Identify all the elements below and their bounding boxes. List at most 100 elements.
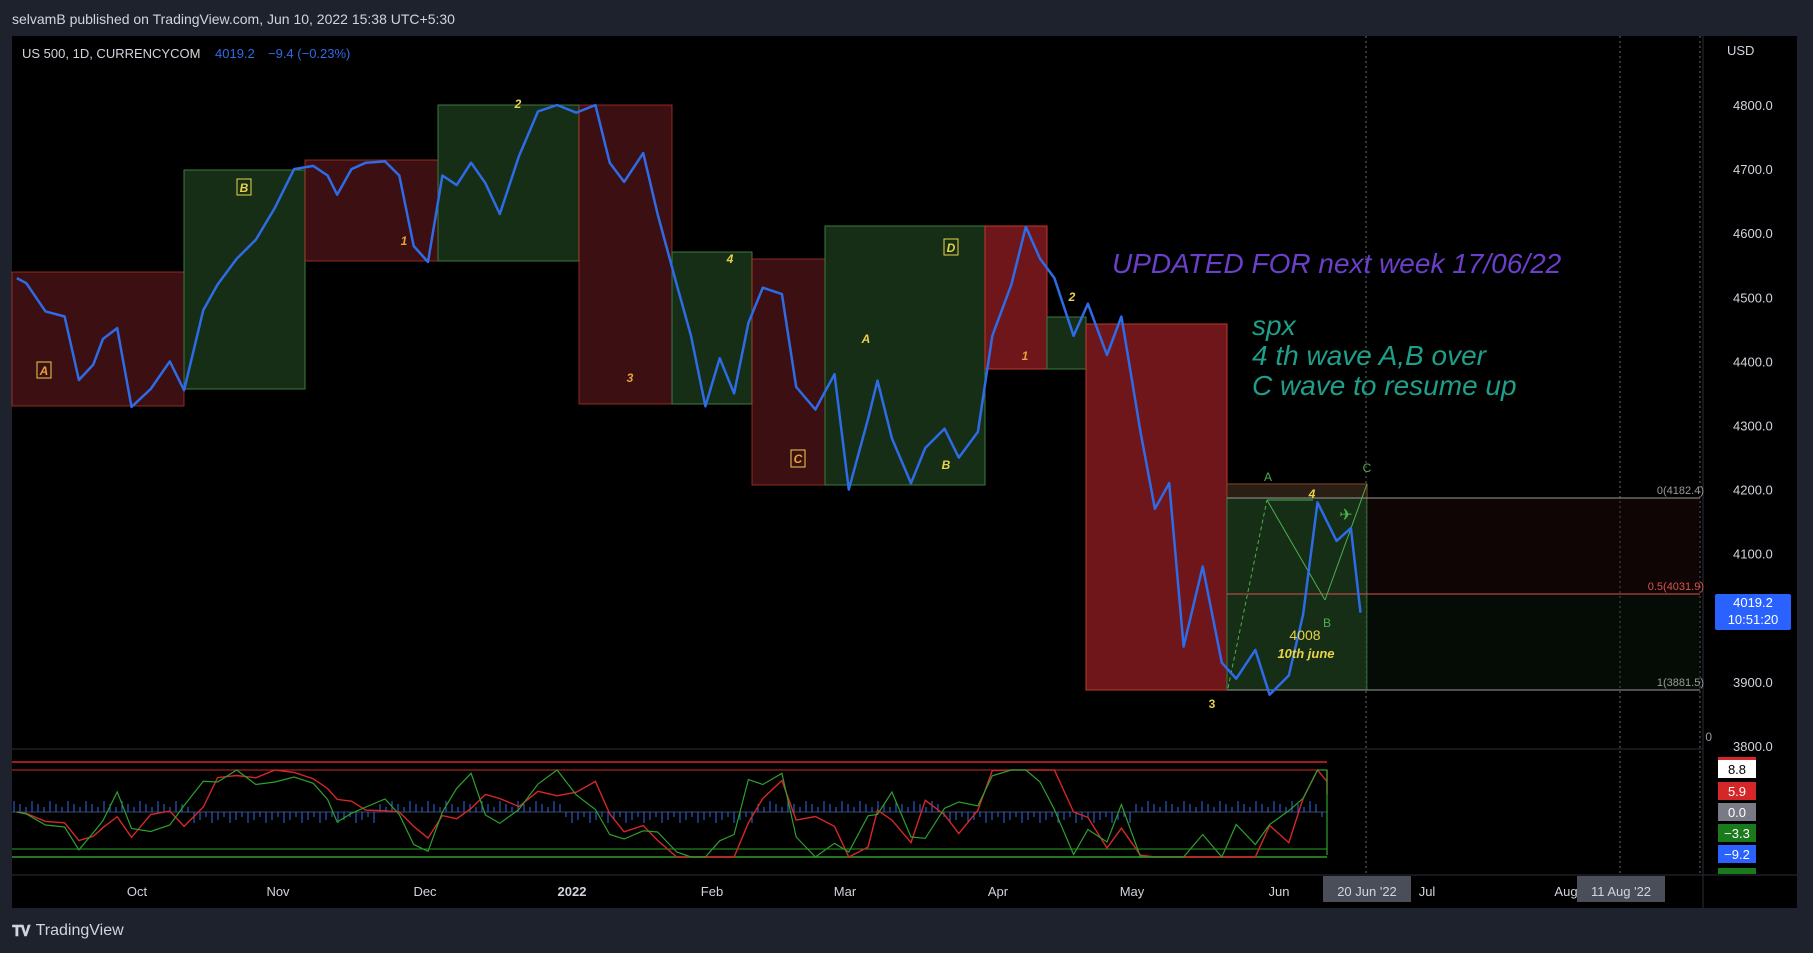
- y-tick-label: 4600.0: [1733, 226, 1773, 241]
- projection-path: [1227, 483, 1368, 689]
- tradingview-logo-icon: 𝐓𝐕: [12, 922, 31, 940]
- date-badge-1-text: 20 Jun '22: [1337, 884, 1397, 899]
- x-tick-feb: Feb: [701, 884, 723, 899]
- x-tick-jun: Jun: [1269, 884, 1290, 899]
- proj-label-b: B: [1323, 616, 1331, 630]
- fib-label-0: 0(4182.4): [1657, 485, 1704, 497]
- osc-badge-2: [1718, 782, 1756, 800]
- fib-zone-upper: [1367, 498, 1700, 594]
- wave-label-3b: 3: [1209, 697, 1216, 711]
- last-price-value: 4019.2: [1733, 595, 1773, 610]
- projection-labels: A B C: [1264, 461, 1372, 630]
- wave-label-d: D: [947, 241, 956, 255]
- date-badge-2[interactable]: [1577, 876, 1665, 902]
- tradingview-logo-text: TradingView: [35, 922, 124, 939]
- box-green-ab: [824, 225, 986, 486]
- proj-label-c: C: [1363, 461, 1372, 475]
- osc-badge-5: [1718, 845, 1756, 863]
- box-red-a: [11, 271, 185, 407]
- box-green-2: [437, 104, 580, 262]
- wave-label-3a: 3: [627, 371, 634, 385]
- fib-zone-lower: [1367, 594, 1700, 690]
- x-tick-mar: Mar: [834, 884, 857, 899]
- date-badge-2-text: 11 Aug '22: [1591, 884, 1651, 899]
- oscillator-pane: [12, 761, 1328, 859]
- airplane-icon: ✈: [1339, 507, 1352, 524]
- wave-label-b2: B: [942, 458, 951, 472]
- spx-line-1: spx: [1252, 310, 1297, 341]
- oscillator-main-line: [16, 769, 1328, 859]
- x-axis-ticks: Oct Nov Dec 2022 Feb Mar Apr May Jun Jul…: [127, 884, 1578, 899]
- osc-badge-4-text: −3.3: [1724, 826, 1750, 841]
- oscillator-badges: 8.8 5.9 0.0 −3.3 −9.2: [1718, 757, 1756, 874]
- x-tick-2022: 2022: [558, 884, 587, 899]
- price-zero-label: 0: [1705, 730, 1712, 744]
- box-red-proj-top: [1226, 483, 1368, 499]
- symbol-change: −9.4 (−0.23%): [268, 46, 350, 61]
- box-red-3: [578, 104, 673, 405]
- x-tick-dec: Dec: [413, 884, 437, 899]
- osc-badge-1-text: 8.8: [1728, 762, 1746, 777]
- x-tick-aug: Aug: [1554, 884, 1577, 899]
- last-price-badge[interactable]: [1715, 594, 1791, 630]
- y-axis-ticks: 4800.0 4700.0 4600.0 4500.0 4400.0 4300.0 4200…: [1733, 98, 1773, 754]
- top-bar: selvamB published on TradingView.com, Ju…: [0, 0, 1813, 36]
- footer: [0, 908, 1813, 953]
- update-note: UPDATED FOR next week 17/06/22: [1112, 248, 1562, 279]
- oscillator-histogram: [13, 801, 1323, 823]
- osc-badge-2-text: 5.9: [1728, 784, 1746, 799]
- x-tick-may: May: [1120, 884, 1145, 899]
- proj-label-a: A: [1264, 470, 1272, 484]
- fib-label-1: 1(3881.5): [1657, 677, 1704, 689]
- x-tick-apr: Apr: [988, 884, 1009, 899]
- osc-badge-3: [1718, 803, 1756, 821]
- symbol-name: US 500, 1D, CURRENCYCOM: [22, 46, 200, 61]
- y-tick-label: 4800.0: [1733, 98, 1773, 113]
- osc-badge-4: [1718, 824, 1756, 842]
- tradingview-logo[interactable]: 𝐓𝐕 TradingView: [12, 922, 124, 940]
- box-red-12: [984, 225, 1048, 370]
- wave-label-2a: 2: [514, 97, 522, 111]
- wave-boxes: [11, 104, 1368, 691]
- y-tick-label: 4100.0: [1733, 547, 1773, 562]
- x-tick-oct: Oct: [127, 884, 148, 899]
- fib-label-05: 0.5(4031.9): [1648, 581, 1704, 593]
- symbol-last: 4019.2: [215, 46, 255, 61]
- spx-line-2: 4 th wave A,B over: [1252, 340, 1488, 371]
- wave-label-2b: 2: [1068, 290, 1076, 304]
- wave-labels: A B 1 2 3 4 C A B D 1 2 3 4: [36, 97, 1316, 711]
- wave-label-b1: B: [240, 181, 249, 195]
- target-date: 10th june: [1277, 646, 1334, 661]
- x-tick-nov: Nov: [266, 884, 290, 899]
- osc-badge-5-text: −9.2: [1724, 847, 1750, 862]
- box-red-c: [751, 258, 826, 486]
- y-tick-label: 3900.0: [1733, 675, 1773, 690]
- y-tick-label: 4200.0: [1733, 483, 1773, 498]
- wave-label-a1: A: [39, 364, 49, 378]
- y-tick-label: 4300.0: [1733, 419, 1773, 434]
- wave-label-1a: 1: [401, 234, 408, 248]
- spx-line-3: C wave to resume up: [1252, 370, 1517, 401]
- osc-badge-1: [1718, 760, 1756, 778]
- y-tick-label: 4700.0: [1733, 162, 1773, 177]
- wave-label-4b: 4: [1308, 487, 1316, 501]
- published-info: selvamB published on TradingView.com, Ju…: [12, 11, 455, 27]
- y-tick-label: 3800.0: [1733, 739, 1773, 754]
- y-tick-label: 4400.0: [1733, 354, 1773, 369]
- currency-label: USD: [1727, 43, 1754, 58]
- wave-label-1b: 1: [1022, 349, 1029, 363]
- wave-label-a2: A: [861, 332, 871, 346]
- box-green-small: [1046, 316, 1087, 370]
- countdown-value: 10:51:20: [1728, 612, 1779, 627]
- target-value: 4008: [1289, 627, 1320, 643]
- date-badge-1[interactable]: [1323, 876, 1411, 902]
- x-tick-jul: Jul: [1419, 884, 1436, 899]
- osc-badge-3-text: 0.0: [1728, 805, 1746, 820]
- price-line-series: [16, 103, 1362, 696]
- box-red-1: [304, 159, 439, 262]
- wave-label-c1: C: [794, 452, 803, 466]
- box-green-b: [183, 169, 306, 390]
- y-tick-label: 4500.0: [1733, 290, 1773, 305]
- wave-label-4a: 4: [726, 252, 734, 266]
